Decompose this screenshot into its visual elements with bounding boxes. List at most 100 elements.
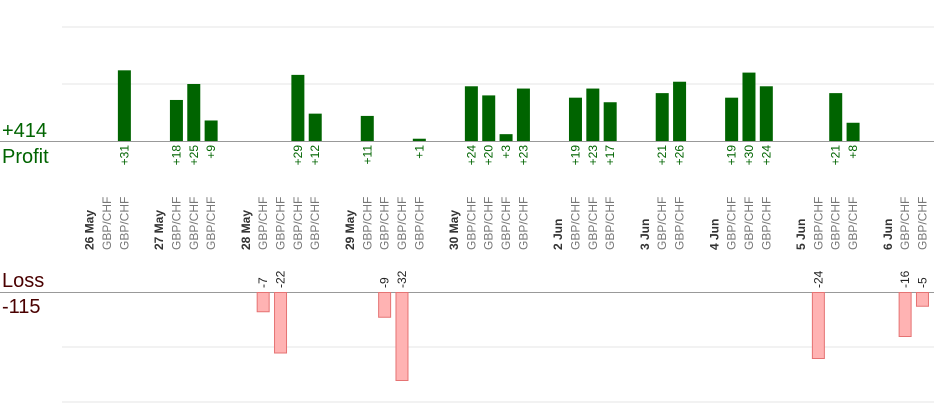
- profit-value-label: +19: [568, 145, 582, 166]
- symbol-label: GBP/CHF: [516, 197, 530, 250]
- loss-bar: [898, 292, 912, 337]
- loss-bar: [915, 292, 929, 307]
- loss-bar: [256, 292, 270, 313]
- grid-lines: [0, 26, 934, 403]
- symbol-label: GBP/CHF: [395, 197, 409, 250]
- profit-bar: [759, 86, 773, 141]
- loss-value-label: -32: [395, 270, 409, 288]
- symbol-label: GBP/CHF: [811, 197, 825, 250]
- symbol-label: GBP/CHF: [169, 197, 183, 250]
- date-label: 30 May: [447, 210, 461, 250]
- profit-bar: [586, 88, 600, 141]
- profit-label: Profit: [2, 146, 49, 168]
- symbol-label: GBP/CHF: [725, 197, 739, 250]
- symbol-label: GBP/CHF: [464, 197, 478, 250]
- profit-value-label: +24: [464, 145, 478, 166]
- loss-value-label: -16: [898, 270, 912, 288]
- profit-value-label: +29: [291, 145, 305, 166]
- symbol-label: GBP/CHF: [603, 197, 617, 250]
- profit-bar: [412, 138, 426, 141]
- loss-value-label: -9: [378, 277, 392, 288]
- profit-value-label: +30: [742, 145, 756, 166]
- symbol-label: GBP/CHF: [274, 197, 288, 250]
- profit-value-label: +19: [725, 145, 739, 166]
- profit-bar: [464, 86, 478, 141]
- symbol-label: GBP/CHF: [360, 197, 374, 250]
- profit-bar: [568, 97, 582, 141]
- profit-bar: [846, 122, 860, 141]
- loss-bar: [274, 292, 288, 354]
- loss-total: -115: [2, 296, 41, 318]
- loss-bar: [395, 292, 409, 381]
- symbol-label: GBP/CHF: [915, 197, 929, 250]
- loss-value-label: -5: [915, 277, 929, 288]
- profit-value-label: +1: [412, 145, 426, 159]
- date-label: 26 May: [83, 210, 97, 250]
- profit-value-label: +25: [187, 145, 201, 166]
- symbol-label: GBP/CHF: [759, 197, 773, 250]
- symbol-label: GBP/CHF: [829, 197, 843, 250]
- symbol-label: GBP/CHF: [308, 197, 322, 250]
- profit-bar: [482, 95, 496, 141]
- profit-value-label: +8: [846, 145, 860, 159]
- date-label: 2 Jun: [551, 219, 565, 250]
- symbol-label: GBP/CHF: [742, 197, 756, 250]
- bar-marks: [117, 70, 929, 381]
- profit-value-label: +23: [516, 145, 530, 166]
- loss-value-label: -22: [274, 270, 288, 288]
- profit-value-label: +20: [482, 145, 496, 166]
- symbol-label: GBP/CHF: [117, 197, 131, 250]
- profit-value-label: +24: [759, 145, 773, 166]
- profit-value-label: +23: [586, 145, 600, 166]
- profit-value-label: +18: [169, 145, 183, 166]
- profit-bar: [308, 113, 322, 141]
- profit-bar: [499, 134, 513, 141]
- profit-bar: [742, 72, 756, 141]
- loss-value-label: -24: [811, 270, 825, 288]
- loss-label: Loss: [2, 270, 44, 292]
- profit-bar: [187, 84, 201, 141]
- profit-value-label: +17: [603, 145, 617, 166]
- profit-value-label: +12: [308, 145, 322, 166]
- date-label: 28 May: [239, 210, 253, 250]
- date-label: 29 May: [343, 210, 357, 250]
- profit-bar: [829, 93, 843, 141]
- profit-value-label: +21: [655, 145, 669, 166]
- symbol-label: GBP/CHF: [204, 197, 218, 250]
- x-axis-labels: 26 May GBP/CHF GBP/CHF 27 May GBP/CHF GBP/CHF…: [83, 197, 930, 250]
- symbol-label: GBP/CHF: [378, 197, 392, 250]
- date-label: 3 Jun: [638, 219, 652, 250]
- profit-value-label: +31: [117, 145, 131, 166]
- profit-bar: [117, 70, 131, 141]
- profit-value-label: +3: [499, 145, 513, 159]
- symbol-label: GBP/CHF: [100, 197, 114, 250]
- symbol-label: GBP/CHF: [499, 197, 513, 250]
- profit-bar: [291, 74, 305, 141]
- profit-bar: [516, 88, 530, 141]
- symbol-label: GBP/CHF: [673, 197, 687, 250]
- loss-bar: [811, 292, 825, 359]
- value-labels: +31 +18 +25 +9-7 -22+29 +12 +11-9 -32+1 +24 +20 +3…: [117, 145, 929, 288]
- symbol-label: GBP/CHF: [586, 197, 600, 250]
- date-label: 27 May: [152, 210, 166, 250]
- symbol-label: GBP/CHF: [291, 197, 305, 250]
- profit-bar: [169, 99, 183, 141]
- symbol-label: GBP/CHF: [568, 197, 582, 250]
- symbol-label: GBP/CHF: [898, 197, 912, 250]
- profit-total: +414: [2, 120, 47, 142]
- symbol-label: GBP/CHF: [256, 197, 270, 250]
- profit-bar: [204, 120, 218, 141]
- profit-value-label: +21: [829, 145, 843, 166]
- profit-bar: [725, 97, 739, 141]
- profit-bar: [603, 102, 617, 141]
- profit-value-label: +26: [673, 145, 687, 166]
- profit-value-label: +11: [360, 145, 374, 165]
- symbol-label: GBP/CHF: [482, 197, 496, 250]
- date-label: 5 Jun: [794, 219, 808, 250]
- profit-bar: [673, 81, 687, 141]
- loss-value-label: -7: [256, 277, 270, 288]
- symbol-label: GBP/CHF: [846, 197, 860, 250]
- date-label: 6 Jun: [881, 219, 895, 250]
- profit-bar: [655, 93, 669, 141]
